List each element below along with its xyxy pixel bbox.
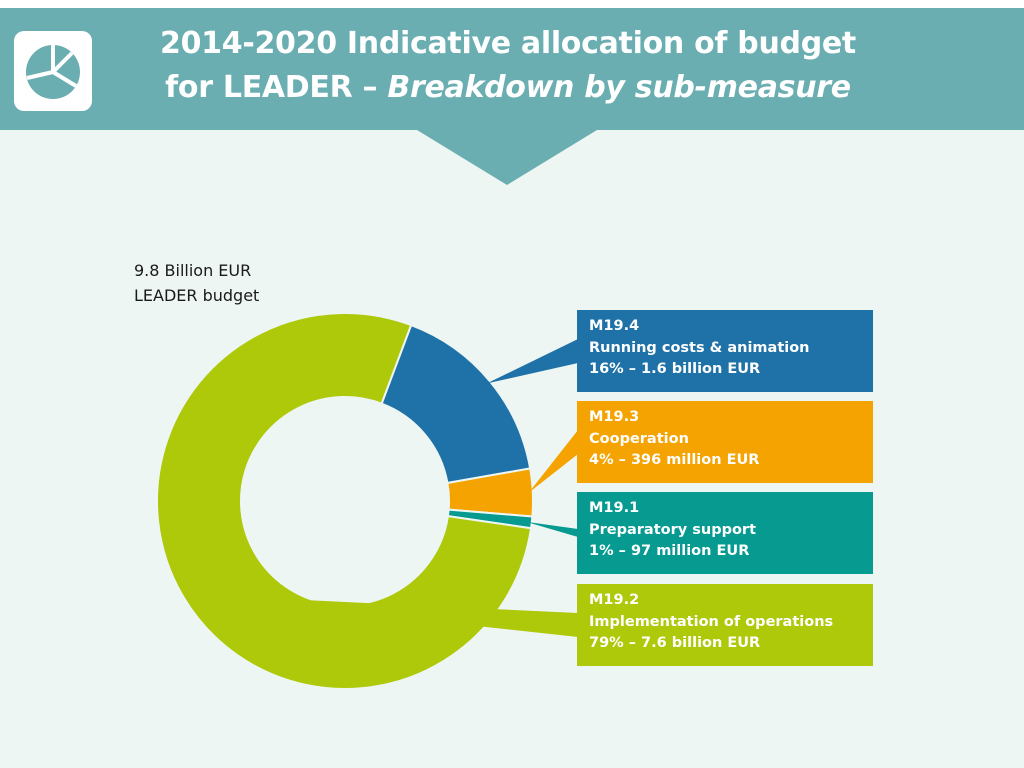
callout-m19-2: M19.2 Implementation of operations 79% –… [577,584,873,666]
donut-slices [156,312,534,690]
callout-pointer-m19-4 [486,339,578,384]
title-banner [0,8,1024,185]
callout-m19-4: M19.4 Running costs & animation 16% – 1.… [577,310,873,392]
callout-value: 4% – 396 million EUR [589,452,760,468]
callout-m19-3: M19.3 Cooperation 4% – 396 million EUR [577,401,873,483]
title-line-2-italic: Breakdown by sub-measure [387,70,851,105]
title-line-2-regular: for LEADER – [165,70,388,105]
pie-chart-icon [14,31,92,111]
callout-code: M19.1 [589,500,640,516]
callout-pointer-m19-2 [186,594,579,637]
total-budget-label: 9.8 Billion EUR LEADER budget [134,258,259,308]
donut-slice-m19-4 [380,323,532,485]
total-budget-caption: LEADER budget [134,286,260,305]
total-budget-amount: 9.8 Billion EUR [134,261,252,280]
callout-code: M19.4 [589,318,640,334]
callout-value: 79% – 7.6 billion EUR [589,635,761,651]
callout-pointer-m19-3 [528,430,578,493]
donut-slice-m19-2 [156,312,533,690]
title-line-1: 2014-2020 Indicative allocation of budge… [160,26,856,61]
page-title: 2014-2020 Indicative allocation of budge… [118,22,898,110]
callout-label: Cooperation [589,430,689,447]
callout-code: M19.3 [589,409,640,425]
callout-label: Preparatory support [589,521,757,538]
donut-chart [156,312,579,690]
callout-code: M19.2 [589,592,640,608]
callout-label: Implementation of operations [589,613,834,630]
callout-m19-1: M19.1 Preparatory support 1% – 97 millio… [577,492,873,574]
callout-pointers [186,339,579,637]
callout-value: 16% – 1.6 billion EUR [589,361,761,377]
slide-background: 2014-2020 Indicative allocation of budge… [0,8,1024,768]
callout-label: Running costs & animation [589,339,810,356]
title-line-2: for LEADER – Breakdown by sub-measure [118,66,898,110]
callout-value: 1% – 97 million EUR [589,543,750,559]
callout-pointer-m19-1 [525,521,578,537]
